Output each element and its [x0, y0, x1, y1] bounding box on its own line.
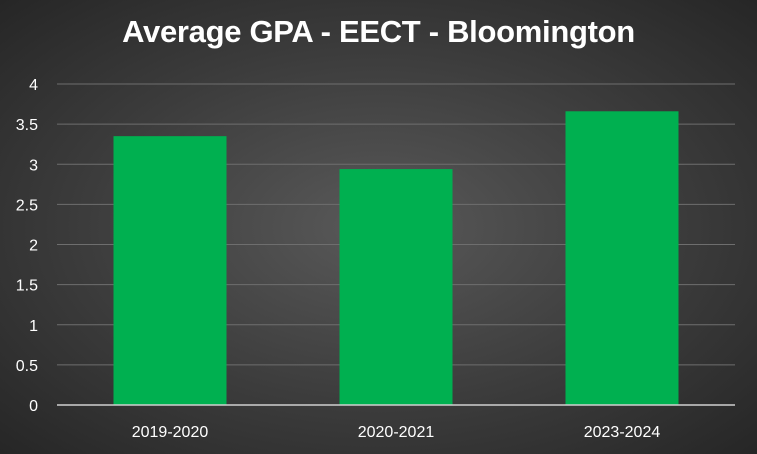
bars	[113, 111, 679, 405]
x-tick-label: 2020-2021	[358, 424, 435, 441]
y-tick-label: 3	[29, 157, 38, 174]
y-tick-label: 2.5	[16, 197, 38, 214]
bar	[339, 169, 453, 405]
bar	[113, 136, 227, 405]
y-tick-label: 0.5	[16, 358, 38, 375]
bar	[565, 111, 679, 405]
y-tick-label: 2	[29, 238, 38, 255]
tick-labels: 0 0.5 1 1.5 2 2.5 3 3.5 4 2019-2020 2020-2021 2023-…	[16, 77, 661, 441]
y-tick-label: 1.5	[16, 278, 38, 295]
y-tick-label: 4	[29, 77, 38, 94]
y-tick-label: 1	[29, 318, 38, 335]
x-tick-label: 2023-2024	[584, 424, 661, 441]
chart-title: Average GPA - EECT - Bloomington	[122, 14, 635, 49]
x-tick-label: 2019-2020	[132, 424, 209, 441]
y-tick-label: 3.5	[16, 117, 38, 134]
y-tick-label: 0	[29, 398, 38, 415]
